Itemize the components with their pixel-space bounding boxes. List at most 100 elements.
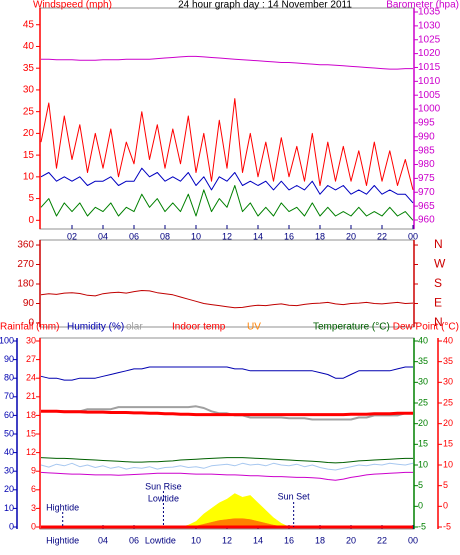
x-tick-label: 04: [98, 231, 108, 241]
y-tick-label: S: [434, 276, 442, 290]
y-tick-label: 90: [23, 298, 35, 309]
axis-title: Temperature (°C): [313, 322, 390, 333]
y-tick-label: 270: [17, 259, 34, 270]
y-tick-label: 15: [26, 428, 36, 438]
axis-title: UV: [247, 322, 261, 333]
y-tick-label: 990: [418, 131, 435, 142]
x-tick-label: 20: [346, 535, 356, 545]
y-tick-label: 30: [4, 466, 14, 476]
y-tick-label: 0: [9, 521, 14, 531]
y-tick-label: 10: [443, 459, 453, 469]
x-tick-label: 06: [129, 231, 139, 241]
y-tick-label: N: [434, 237, 443, 251]
annotation: Sun Set: [278, 491, 311, 501]
x-tick-label: 12: [222, 535, 232, 545]
x-tick-label: 04: [98, 535, 108, 545]
line: [41, 409, 413, 417]
y-tick-label: 980: [418, 159, 435, 170]
y-tick-label: 0: [28, 318, 34, 329]
y-tick-label: 35: [443, 356, 453, 366]
y-tick-label: 0: [443, 501, 448, 511]
y-tick-label: 5: [418, 480, 423, 490]
y-tick-label: 30: [443, 377, 453, 387]
y-tick-label: 40: [4, 447, 14, 457]
y-tick-label: 965: [418, 201, 435, 212]
x-tick-label: 20: [346, 231, 356, 241]
y-tick-label: 10: [4, 503, 14, 513]
y-tick-label: 1035: [418, 7, 441, 18]
x-tick-label: 10: [191, 231, 201, 241]
axis-title: olar: [126, 322, 143, 333]
y-tick-label: 90: [4, 354, 14, 364]
y-tick-label: 1015: [418, 62, 441, 73]
x-tick-label: 16: [284, 535, 294, 545]
y-tick-label: 40: [23, 41, 35, 52]
y-tick-label: N: [434, 315, 443, 329]
axis-title: Barometer (hpa): [386, 0, 459, 11]
line: [40, 167, 414, 204]
y-tick-label: 18: [26, 410, 36, 420]
y-tick-label: 25: [418, 397, 428, 407]
x-tick-label: 18: [315, 231, 325, 241]
line: [40, 471, 413, 481]
annotation: Sun Rise: [145, 481, 182, 491]
axis-title: Dew Point (°C): [393, 322, 459, 333]
y-tick-label: 100: [0, 335, 14, 345]
y-tick-label: 12: [26, 447, 36, 457]
y-tick-label: 985: [418, 145, 435, 156]
axis-title: 24 hour graph day : 14 November 2011: [178, 0, 352, 11]
y-tick-label: 9: [31, 466, 36, 476]
y-tick-label: 21: [26, 391, 36, 401]
y-tick-label: 970: [418, 187, 435, 198]
x-tick-label: 16: [284, 231, 294, 241]
y-tick-label: 3: [31, 503, 36, 513]
line: [40, 290, 414, 309]
y-tick-label: 15: [23, 150, 35, 161]
y-tick-label: 25: [443, 397, 453, 407]
y-tick-label: 80: [4, 373, 14, 383]
y-tick-label: 20: [443, 418, 453, 428]
y-tick-label: 25: [23, 106, 35, 117]
y-tick-label: 15: [418, 439, 428, 449]
x-tick-label: 12: [222, 231, 232, 241]
y-tick-label: 1030: [418, 21, 441, 32]
y-tick-label: 20: [418, 418, 428, 428]
y-tick-label: 1025: [418, 34, 441, 45]
x-tick-label: 22: [377, 231, 387, 241]
line: [41, 55, 413, 70]
x-tick-label: 06: [129, 535, 139, 545]
y-tick-label: 50: [4, 428, 14, 438]
axis-title: Indoor temp: [172, 322, 226, 333]
y-tick-label: 0: [31, 521, 36, 531]
y-tick-label: 0: [418, 501, 423, 511]
x-tick-label: 10: [191, 535, 201, 545]
y-tick-label: 1005: [418, 90, 441, 101]
y-tick-label: 45: [23, 19, 35, 30]
y-tick-label: 975: [418, 173, 435, 184]
y-tick-label: 35: [418, 356, 428, 366]
y-tick-label: 30: [418, 377, 428, 387]
y-tick-label: 27: [26, 354, 36, 364]
axis-title: Humidity (%): [67, 322, 124, 333]
y-tick-label: 180: [17, 279, 34, 290]
y-tick-label: 0: [28, 215, 34, 226]
y-tick-label: W: [434, 257, 446, 271]
line: [40, 366, 413, 381]
y-tick-label: 1010: [418, 76, 441, 87]
y-tick-label: 30: [26, 335, 36, 345]
x-event-label: Hightide: [46, 535, 79, 545]
y-tick-label: 10: [23, 171, 35, 182]
y-tick-label: 6: [31, 484, 36, 494]
y-tick-label: 10: [418, 459, 428, 469]
x-event-label: Lowtide: [145, 535, 176, 545]
y-tick-label: 15: [443, 439, 453, 449]
annotation: Hightide: [46, 502, 79, 512]
y-tick-label: 5: [28, 193, 34, 204]
line: [40, 185, 414, 221]
axis-title: Windspeed (mph): [33, 0, 112, 11]
annotation: Lowtide: [148, 493, 179, 503]
y-tick-label: 360: [17, 240, 34, 251]
y-tick-label: 5: [443, 480, 448, 490]
line: [40, 462, 414, 471]
